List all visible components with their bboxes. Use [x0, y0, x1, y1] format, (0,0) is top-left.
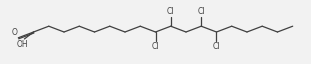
Text: Cl: Cl: [197, 7, 205, 16]
Text: Cl: Cl: [213, 42, 220, 51]
Text: Cl: Cl: [167, 7, 174, 16]
Text: O: O: [11, 28, 17, 37]
Text: Cl: Cl: [152, 42, 159, 51]
Text: OH: OH: [17, 40, 29, 49]
